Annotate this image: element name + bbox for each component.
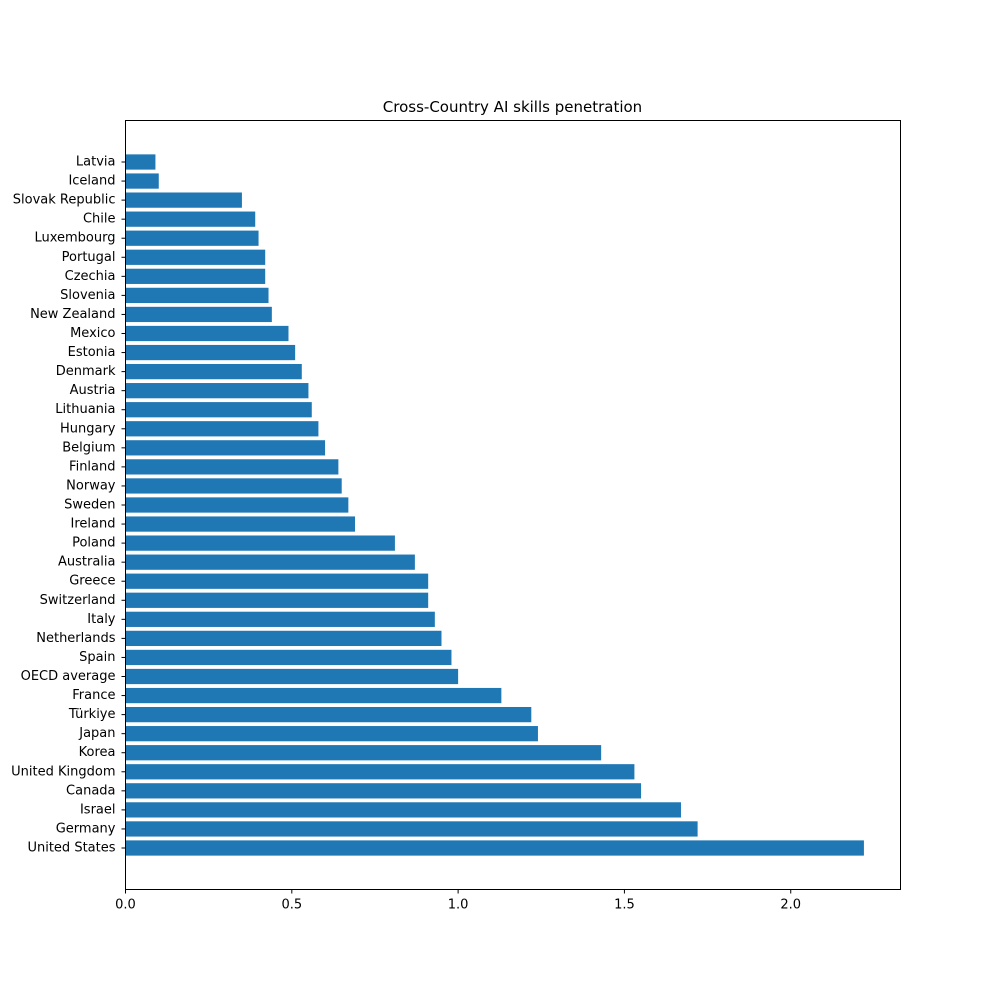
bar-japan: [125, 726, 538, 742]
bar-iceland: [125, 173, 159, 189]
bar-czechia: [125, 268, 266, 284]
y-tick-label-korea: Korea: [79, 745, 116, 760]
y-tick-label-latvia: Latvia: [76, 155, 116, 170]
y-tick-label-slovenia: Slovenia: [60, 288, 115, 303]
y-tick-label-mexico: Mexico: [70, 326, 115, 341]
bar-finland: [125, 459, 339, 475]
bar-united-kingdom: [125, 764, 635, 780]
x-tick-label: 0.5: [281, 898, 302, 913]
bar-norway: [125, 478, 342, 494]
bar-lithuania: [125, 402, 312, 418]
bar-italy: [125, 611, 435, 627]
bar-australia: [125, 554, 415, 570]
bar-denmark: [125, 363, 302, 380]
y-tick-label-belgium: Belgium: [62, 440, 115, 455]
bar-ireland: [125, 516, 356, 532]
y-tick-label-united-states: United States: [27, 841, 115, 856]
y-tick-label-slovak-republic: Slovak Republic: [13, 193, 116, 208]
bar-switzerland: [125, 592, 429, 608]
bar-estonia: [125, 344, 296, 361]
bar-oecd-average: [125, 668, 459, 685]
x-tick-label: 0.0: [115, 898, 136, 913]
y-axis: United States Germany Israel Canada United K…: [11, 155, 126, 856]
y-tick-label-estonia: Estonia: [68, 345, 116, 360]
bar-germany: [125, 821, 698, 837]
y-tick-label-canada: Canada: [66, 783, 115, 798]
bar-canada: [125, 783, 642, 799]
bar-t-rkiye: [125, 706, 532, 723]
bar-france: [125, 687, 502, 704]
y-tick-label-germany: Germany: [56, 821, 116, 836]
bar-luxembourg: [125, 230, 259, 246]
y-tick-label-norway: Norway: [66, 478, 116, 493]
y-tick-label-netherlands: Netherlands: [36, 631, 115, 646]
bar-netherlands: [125, 630, 442, 647]
y-tick-label-greece: Greece: [69, 574, 115, 589]
bar-slovenia: [125, 287, 269, 304]
y-tick-label-portugal: Portugal: [62, 250, 116, 265]
bar-chile: [125, 211, 256, 227]
bar-poland: [125, 535, 395, 551]
y-tick-label-spain: Spain: [79, 650, 115, 665]
y-tick-label-australia: Australia: [58, 555, 116, 570]
y-tick-label-lithuania: Lithuania: [55, 402, 115, 417]
y-tick-label-italy: Italy: [87, 612, 116, 627]
x-tick-label: 1.0: [448, 898, 469, 913]
bars-layer: [125, 154, 864, 856]
plot-area-frame: [125, 120, 901, 890]
y-tick-label-t-rkiye: Türkiye: [68, 707, 116, 722]
x-tick-label: 2.0: [780, 898, 801, 913]
x-tick-label: 1.5: [614, 898, 635, 913]
y-tick-label-new-zealand: New Zealand: [30, 307, 115, 322]
y-tick-label-united-kingdom: United Kingdom: [11, 764, 115, 779]
y-tick-label-luxembourg: Luxembourg: [34, 231, 115, 246]
bar-israel: [125, 802, 681, 818]
y-tick-label-oecd-average: OECD average: [21, 669, 116, 684]
y-tick-label-iceland: Iceland: [68, 174, 115, 189]
y-tick-label-france: France: [72, 688, 115, 703]
bar-hungary: [125, 421, 319, 437]
bar-greece: [125, 573, 429, 589]
y-tick-label-hungary: Hungary: [60, 421, 116, 436]
y-tick-label-finland: Finland: [69, 459, 115, 474]
y-tick-label-ireland: Ireland: [71, 517, 116, 532]
y-tick-label-austria: Austria: [70, 383, 116, 398]
y-tick-label-chile: Chile: [83, 212, 116, 227]
y-tick-label-czechia: Czechia: [65, 269, 116, 284]
y-tick-label-poland: Poland: [72, 536, 115, 551]
bar-mexico: [125, 325, 289, 342]
y-tick-label-israel: Israel: [80, 802, 116, 817]
x-axis: 0.0 0.5 1.0 1.5 2.0: [115, 889, 801, 913]
bar-united-states: [125, 840, 864, 856]
bar-spain: [125, 649, 452, 666]
bar-belgium: [125, 440, 326, 456]
bar-korea: [125, 745, 602, 761]
bar-sweden: [125, 497, 349, 513]
chart-title: Cross-Country AI skills penetration: [383, 98, 642, 116]
y-tick-label-sweden: Sweden: [64, 498, 115, 513]
y-tick-label-denmark: Denmark: [56, 364, 116, 379]
bar-slovak-republic: [125, 192, 242, 208]
bar-austria: [125, 383, 309, 399]
bar-portugal: [125, 249, 266, 265]
bar-new-zealand: [125, 306, 272, 323]
y-tick-label-japan: Japan: [78, 726, 115, 741]
bar-latvia: [125, 154, 156, 170]
y-tick-label-switzerland: Switzerland: [40, 593, 116, 608]
